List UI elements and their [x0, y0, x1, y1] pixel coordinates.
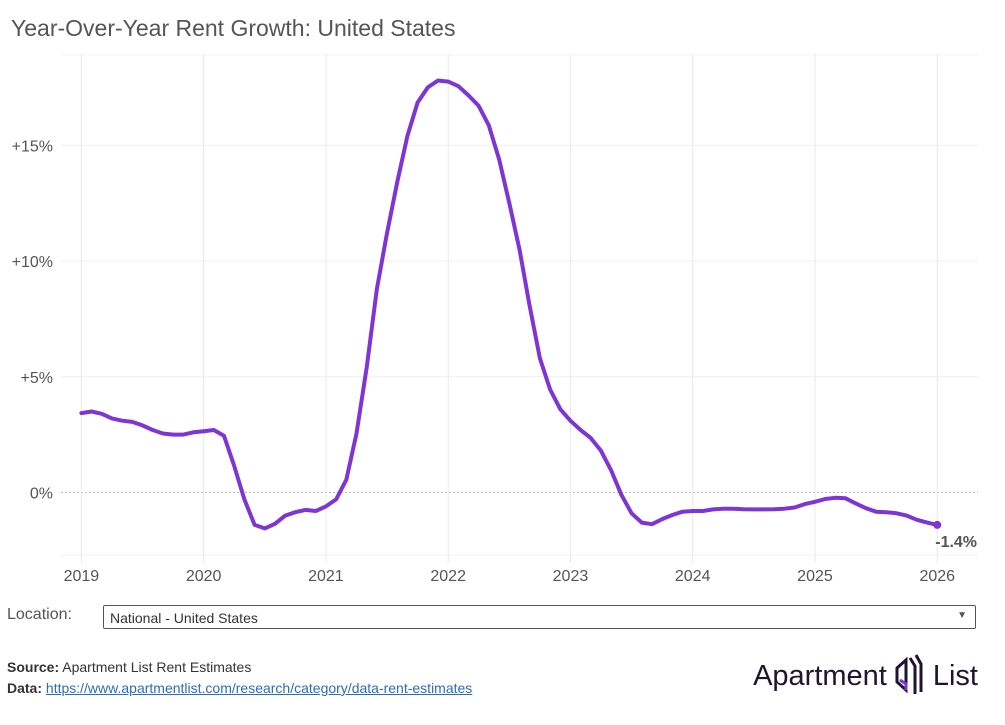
x-tick-label: 2019 — [64, 568, 100, 585]
building-logo-icon — [895, 654, 923, 694]
data-link[interactable]: https://www.apartmentlist.com/research/c… — [45, 680, 473, 696]
y-tick-label: +15% — [12, 138, 53, 155]
x-tick-label: 2024 — [675, 568, 711, 585]
end-value-label: -1.4% — [935, 534, 977, 551]
chart-title: Year-Over-Year Rent Growth: United State… — [11, 15, 456, 41]
y-tick-label: +10% — [12, 254, 53, 271]
x-tick-label: 2025 — [797, 568, 833, 585]
logo-text-right: List — [932, 659, 978, 692]
x-tick-label: 2021 — [308, 568, 344, 585]
data-label: Data: — [7, 680, 43, 696]
rent-growth-line — [79, 78, 940, 531]
line-chart: 0% +5% +10% +15% 2019 2020 2021 2022 2023 2024 202… — [12, 54, 978, 585]
logo-text-left: Apartment — [753, 659, 887, 692]
y-tick-label: +5% — [21, 370, 53, 387]
source-line: Source: Apartment List Rent Estimates — [7, 659, 251, 675]
source-label: Source: — [7, 659, 60, 675]
x-tick-label: 2020 — [186, 568, 222, 585]
x-tick-label: 2026 — [919, 568, 955, 585]
apartment-list-logo: Apartment List — [753, 654, 978, 698]
x-tick-label: 2022 — [430, 568, 466, 585]
location-label: Location: — [7, 606, 72, 623]
location-select[interactable]: National - United States ▼ — [103, 605, 976, 629]
data-line: Data: https://www.apartmentlist.com/rese… — [7, 680, 472, 696]
location-selected-value: National - United States — [110, 610, 258, 626]
source-text: Apartment List Rent Estimates — [62, 659, 252, 675]
y-tick-label: 0% — [30, 486, 53, 503]
chevron-down-icon: ▼ — [957, 610, 967, 621]
end-point-marker — [933, 520, 942, 529]
x-tick-label: 2023 — [553, 568, 589, 585]
